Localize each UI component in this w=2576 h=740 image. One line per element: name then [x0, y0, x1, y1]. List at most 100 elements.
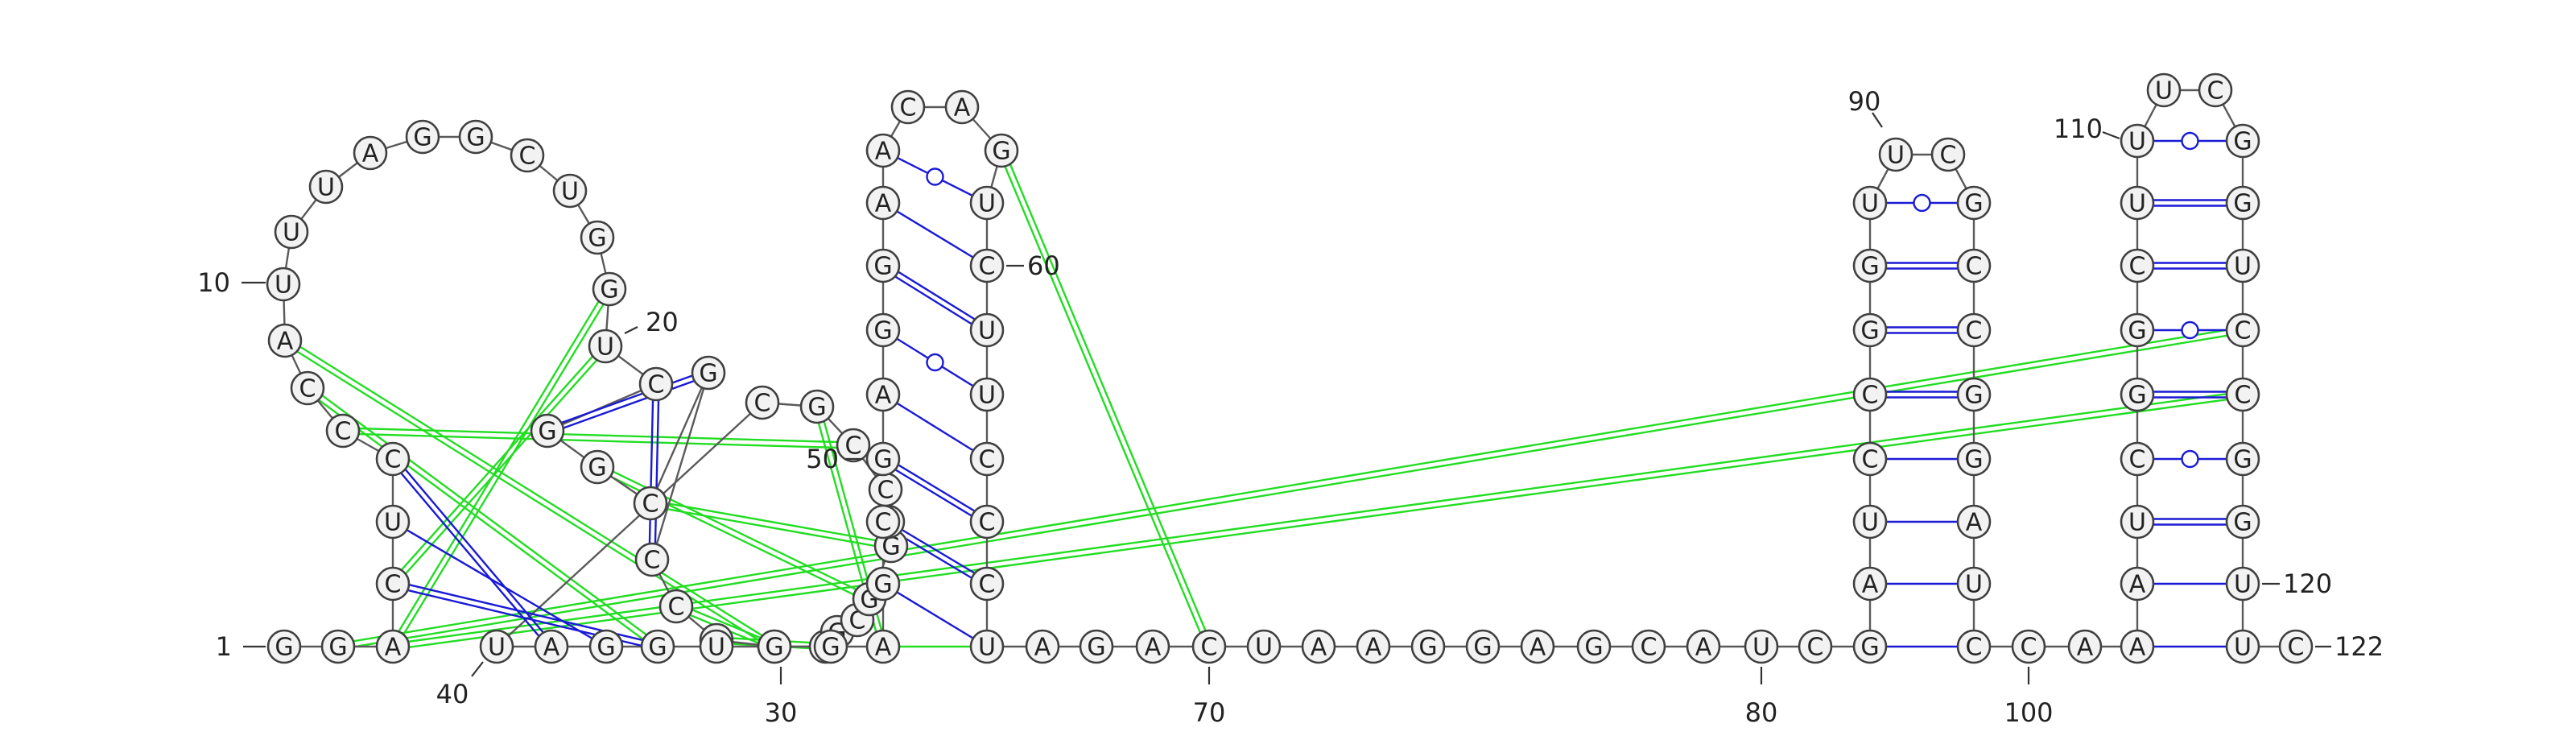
- nucleotide: A: [865, 185, 901, 221]
- nucleotide: U: [308, 169, 344, 205]
- nucleotide-letter: G: [588, 225, 606, 253]
- nucleotide-letter: C: [1862, 382, 1879, 410]
- nucleotide: G: [984, 133, 1019, 168]
- nucleotide: U: [1246, 629, 1282, 664]
- nucleotide-letter: G: [2128, 382, 2146, 410]
- nucleotide-letter: C: [900, 94, 917, 122]
- nucleotide: A: [2120, 566, 2155, 602]
- nucleotide-circle: [2225, 185, 2260, 221]
- nucleotide-letter: C: [642, 490, 659, 519]
- nucleotide: C: [890, 89, 926, 125]
- nucleotide-circle: [588, 329, 623, 364]
- nucleotide-letter: G: [648, 634, 667, 662]
- nucleotide: U: [266, 267, 301, 302]
- nucleotide-circle: [799, 389, 835, 424]
- nucleotide-circle: [308, 169, 344, 205]
- nucleotide: G: [580, 220, 615, 255]
- nucleotide: C: [969, 566, 1005, 602]
- nucleotide: A: [375, 629, 411, 664]
- nucleotide-letter: G: [588, 454, 606, 482]
- nucleotide: C: [1930, 137, 1966, 172]
- nucleotide: G: [2225, 504, 2260, 539]
- nucleotide-circle: [865, 629, 901, 664]
- nucleotide-circle: [658, 589, 694, 624]
- nucleotide-circle: [2011, 629, 2046, 664]
- au-pair-line: [882, 582, 988, 648]
- nucleotide-letter: C: [979, 509, 996, 537]
- nucleotide-circle: [1956, 441, 1992, 477]
- nucleotide: U: [1878, 137, 1913, 172]
- nucleotide: G: [458, 119, 493, 155]
- nucleotide-letter: C: [979, 446, 996, 474]
- nucleotide-circle: [375, 629, 411, 664]
- nucleotide: C: [2011, 629, 2046, 664]
- gc-pair-line: [881, 460, 986, 526]
- nucleotide-circle: [325, 413, 361, 449]
- nucleotide-letter: U: [2128, 128, 2146, 156]
- nucleotide-letter: G: [873, 446, 892, 474]
- gc-pair-line: [547, 374, 710, 435]
- nucleotide-letter: C: [648, 371, 665, 399]
- backbone-segment: [650, 372, 710, 560]
- pseudoknot-line: [389, 287, 609, 646]
- nucleotide-circle: [634, 542, 670, 577]
- nucleotide: A: [1301, 629, 1336, 664]
- nucleotide-circle: [640, 629, 675, 664]
- nucleotide-letter: U: [317, 174, 335, 202]
- pseudoknot-line: [650, 499, 892, 544]
- nucleotide: A: [1356, 629, 1391, 664]
- nucleotide-layer: GGACUCCCAUUUAGGCUGGUCGGCGCCUCCGCGGGCCGCU…: [266, 72, 2314, 664]
- nucleotide-letter: U: [2234, 634, 2252, 662]
- nucleotide-circle: [1079, 629, 1114, 664]
- nucleotide: U: [2225, 629, 2260, 664]
- nucleotide: A: [865, 629, 901, 664]
- position-tick: [1872, 112, 1883, 128]
- nucleotide: U: [969, 629, 1005, 664]
- nucleotide: G: [320, 629, 356, 664]
- position-label: 30: [765, 697, 798, 728]
- nucleotide-circle: [757, 629, 792, 664]
- nucleotide-circle: [1956, 185, 1992, 221]
- nucleotide-circle: [1410, 629, 1446, 664]
- nucleotide-letter: C: [1641, 634, 1657, 662]
- nucleotide: C: [868, 472, 903, 507]
- nucleotide: G: [2225, 185, 2260, 221]
- nucleotide: C: [1852, 377, 1888, 412]
- nucleotide: G: [799, 389, 835, 424]
- nucleotide-circle: [320, 629, 356, 664]
- nucleotide-circle: [552, 173, 588, 209]
- nucleotide-letter: C: [2235, 382, 2252, 410]
- position-label: 110: [2054, 114, 2103, 144]
- nucleotide-letter: G: [1584, 634, 1603, 662]
- pseudoknot-line: [997, 151, 1208, 648]
- nucleotide-letter: G: [1418, 634, 1437, 662]
- nucleotide-letter: U: [1965, 571, 1983, 599]
- nucleotide-letter: C: [875, 509, 892, 537]
- nucleotide: A: [353, 135, 388, 171]
- nucleotide-letter: C: [2288, 634, 2305, 662]
- nucleotide-letter: C: [2207, 77, 2224, 105]
- nucleotide: A: [944, 89, 980, 125]
- au-pair-line: [882, 201, 988, 267]
- position-label: 40: [436, 679, 469, 709]
- nucleotide-circle: [1852, 629, 1888, 664]
- nucleotide: A: [1956, 504, 1992, 539]
- nucleotide-circle: [865, 133, 901, 168]
- nucleotide-circle: [699, 629, 734, 664]
- nucleotide-circle: [691, 355, 726, 391]
- nucleotide-circle: [2278, 629, 2314, 664]
- nucleotide: G: [580, 449, 615, 485]
- nucleotide-circle: [1798, 629, 1833, 664]
- nucleotide-circle: [2120, 312, 2155, 348]
- noncanonical-pair-marker: [926, 353, 944, 372]
- pseudoknot-line: [342, 432, 853, 449]
- nucleotide-circle: [969, 312, 1005, 348]
- noncanonical-pair-marker: [2181, 449, 2199, 469]
- nucleotide-letter: U: [1887, 142, 1905, 170]
- backbone-segment: [649, 372, 710, 504]
- nucleotide: C: [2225, 377, 2260, 412]
- nucleotide-letter: G: [2233, 509, 2252, 537]
- nucleotide: U: [2225, 566, 2260, 602]
- nucleotide: C: [634, 542, 670, 577]
